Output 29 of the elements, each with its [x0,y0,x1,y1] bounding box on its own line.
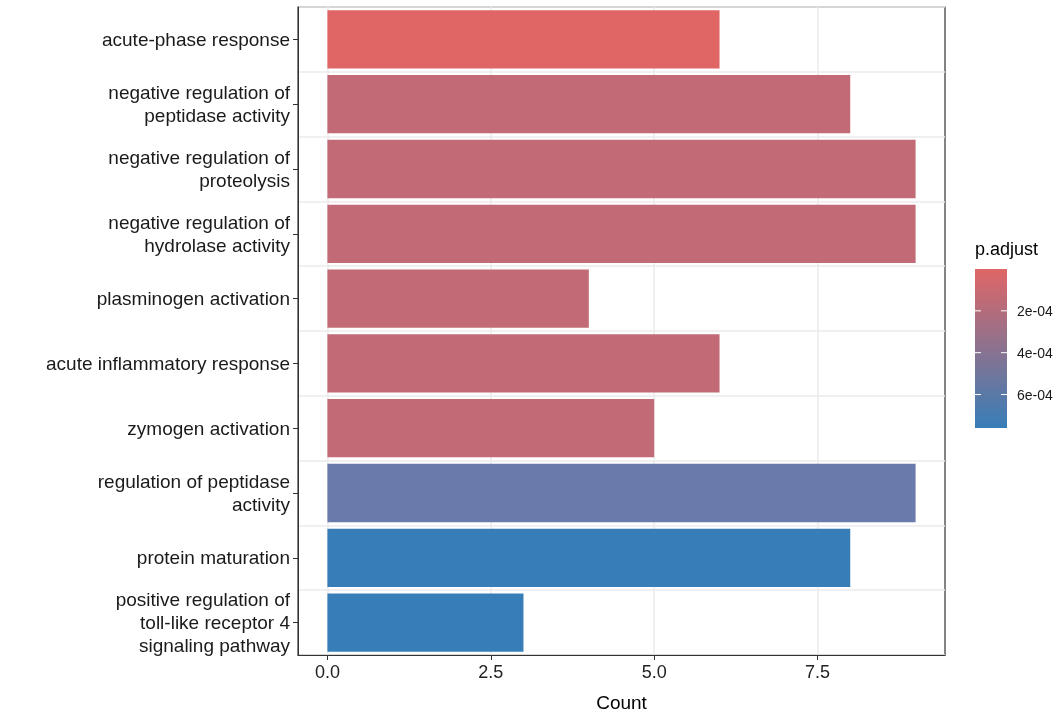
color-bar-label: 4e-04 [1017,344,1054,361]
color-bar-title: p.adjust [975,239,1039,259]
bar [327,399,655,458]
bar [327,269,589,328]
color-bar-label: 2e-04 [1017,302,1054,319]
bar [327,463,916,523]
bar [327,10,720,69]
y-tick-label: zymogen activation [127,417,290,439]
bar [327,334,720,393]
bar [327,528,851,587]
y-tick-label: acute inflammatory response [46,352,290,374]
bar [327,75,851,134]
y-tick-label: acute-phase response [101,28,290,50]
y-tick-label: protein maturation [136,547,290,569]
y-tick-label: plasminogen activation [96,288,290,310]
bar [327,593,524,652]
y-tick-label: negative regulation of peptidase activity [108,82,291,127]
x-tick-label: 0.0 [314,662,340,682]
x-axis-title: Count [596,692,648,713]
color-bar-label: 6e-04 [1017,386,1054,403]
bar [327,204,916,263]
y-tick-label: regulation of peptidase activity [97,471,291,515]
y-tick-label: negative regulation of hydrolase activity [108,211,291,256]
y-tick-label: positive regulation of toll-like receptor 4 signaling pathway [115,589,291,657]
x-tick-label: 5.0 [641,662,667,682]
bar [327,139,916,199]
x-tick-label: 7.5 [805,662,831,682]
y-tick-label: negative regulation of proteolysis [108,147,291,191]
x-tick-label: 2.5 [478,662,504,682]
